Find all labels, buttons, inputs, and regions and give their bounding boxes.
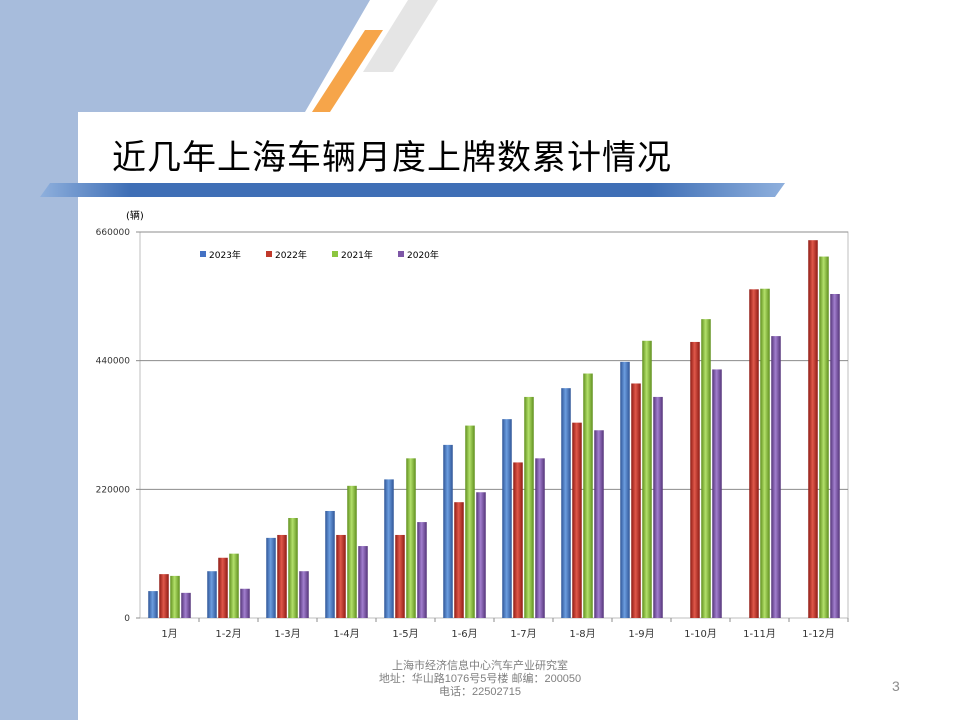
bar-chart: (辆) 0 220000 440000 660000 1月 1-2月 1-3月 1-4月 1-5…	[96, 209, 849, 640]
x-tick-label: 1-7月	[510, 628, 536, 640]
side-band	[0, 0, 78, 720]
bar-2022年-1-6月	[454, 502, 464, 618]
bar-2022年-1-2月	[218, 557, 228, 618]
footer-org: 上海市经济信息中心汽车产业研究室	[392, 660, 568, 672]
bar-2023年-1-9月	[620, 361, 630, 618]
bar-2022年-1-10月	[690, 341, 700, 618]
legend-label-2022年: 2022年	[275, 249, 307, 261]
header-decoration	[0, 0, 438, 112]
bar-2023年-1-3月	[266, 537, 276, 618]
x-tick-label: 1-3月	[274, 628, 300, 640]
x-tick-label: 1-6月	[451, 628, 477, 640]
bar-2023年-1-8月	[561, 388, 571, 618]
bar-2021年-1-6月	[465, 425, 475, 618]
bar-2021年-1-11月	[760, 288, 770, 618]
bar-2023年-1-5月	[384, 479, 394, 618]
x-tick-label: 1-2月	[215, 628, 241, 640]
bar-2020年-1-9月	[653, 396, 663, 618]
bar-2022年-1月	[159, 574, 169, 618]
bar-2023年-1-4月	[325, 510, 335, 618]
y-tick-label: 0	[124, 614, 130, 624]
legend-label-2020年: 2020年	[407, 249, 439, 261]
bar-2022年-1-11月	[749, 289, 759, 618]
legend-label-2021年: 2021年	[341, 249, 373, 261]
footer-phone: 电话：22502715	[439, 686, 521, 698]
bar-2021年-1-4月	[347, 485, 357, 618]
x-tick-label: 1-11月	[743, 628, 776, 640]
legend-swatch-2020年	[398, 251, 404, 257]
bar-2022年-1-9月	[631, 383, 641, 618]
bar-2020年-1-7月	[535, 458, 545, 618]
bar-2021年-1-8月	[583, 373, 593, 618]
plot-area	[139, 231, 849, 619]
bar-2020年-1-8月	[594, 430, 604, 618]
bar-2020年-1月	[181, 592, 191, 618]
page-number: 3	[892, 678, 900, 694]
bar-2022年-1-3月	[277, 534, 287, 618]
bar-2021年-1-9月	[642, 340, 652, 618]
bar-2020年-1-11月	[771, 336, 781, 618]
bar-2020年-1-10月	[712, 369, 722, 618]
legend-swatch-2023年	[200, 251, 206, 257]
bar-2023年-1-6月	[443, 444, 453, 618]
bar-2021年-1-7月	[524, 396, 534, 618]
bar-2022年-1-7月	[513, 462, 523, 618]
y-axis-unit: (辆)	[126, 209, 144, 222]
bar-2020年-1-6月	[476, 492, 486, 618]
x-tick-label: 1-8月	[569, 628, 595, 640]
bar-2020年-1-2月	[240, 588, 250, 618]
x-tick-label: 1-5月	[392, 628, 418, 640]
bar-2021年-1-5月	[406, 458, 416, 618]
x-tick-label: 1-10月	[684, 628, 717, 640]
bar-2023年-1-7月	[502, 419, 512, 618]
bar-2022年-1-8月	[572, 422, 582, 618]
bar-2022年-1-12月	[808, 240, 818, 619]
bar-2020年-1-5月	[417, 522, 427, 618]
bar-2021年-1-2月	[229, 553, 239, 618]
bar-2023年-1月	[148, 591, 158, 618]
footer-address: 地址：华山路1076号5号楼 邮编：200050	[378, 673, 582, 685]
bar-2023年-1-2月	[207, 571, 217, 618]
y-tick-label: 660000	[96, 228, 131, 238]
legend-swatch-2021年	[332, 251, 338, 257]
title-divider	[40, 183, 785, 197]
x-tick-label: 1月	[161, 628, 177, 640]
slide-title: 近几年上海车辆月度上牌数累计情况	[112, 138, 672, 178]
bar-2021年-1-10月	[701, 319, 711, 618]
bar-2020年-1-4月	[358, 546, 368, 618]
legend-label-2023年: 2023年	[209, 249, 241, 261]
bar-2021年-1月	[170, 575, 180, 618]
bar-2022年-1-5月	[395, 534, 405, 618]
x-tick-label: 1-9月	[628, 628, 654, 640]
legend-swatch-2022年	[266, 251, 272, 257]
bar-2020年-1-3月	[299, 571, 309, 618]
bar-2022年-1-4月	[336, 534, 346, 618]
footer: 上海市经济信息中心汽车产业研究室 地址：华山路1076号5号楼 邮编：20005…	[330, 660, 630, 699]
y-tick-label: 440000	[96, 357, 131, 367]
y-tick-label: 220000	[96, 485, 131, 495]
bar-2021年-1-12月	[819, 256, 829, 618]
bar-2021年-1-3月	[288, 517, 298, 618]
x-tick-label: 1-12月	[802, 628, 835, 640]
x-tick-label: 1-4月	[333, 628, 359, 640]
title-card	[78, 112, 780, 188]
bar-2020年-1-12月	[830, 293, 840, 618]
